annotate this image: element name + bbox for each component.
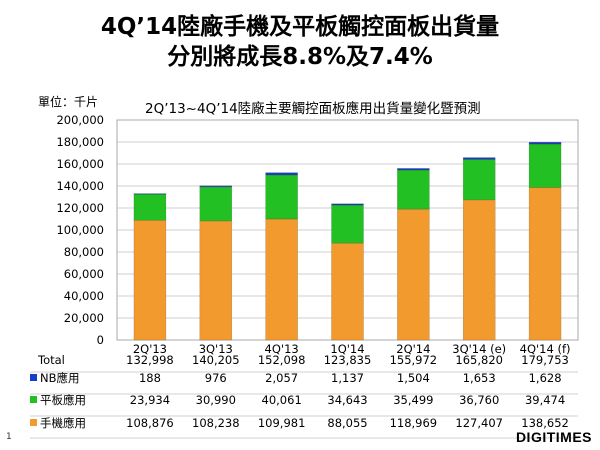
x-tick-label: 4Q'14 (f) bbox=[520, 342, 571, 356]
bar-segment-nb bbox=[265, 172, 298, 176]
table-row-nb-cell: 2,057 bbox=[265, 371, 298, 385]
table-row-nb-cell: 1,628 bbox=[529, 371, 562, 385]
y-tick-label: 200,000 bbox=[56, 113, 104, 127]
bar-segment-nb bbox=[331, 203, 364, 206]
x-tick-label: 2Q'13 bbox=[133, 342, 167, 356]
table-row-tablet-cell: 40,061 bbox=[262, 393, 302, 407]
chart-title: 2Q’13~4Q’14陸廠主要觸控面板應用出貨量變化暨預測 bbox=[145, 101, 481, 117]
bar-segment-phone bbox=[265, 218, 298, 341]
table-row-tablet-cell: 36,760 bbox=[459, 393, 499, 407]
bar-segment-nb bbox=[397, 168, 430, 171]
x-tick-label: 4Q'13 bbox=[265, 342, 299, 356]
bar-segment-phone bbox=[528, 187, 562, 341]
legend-label: NB應用 bbox=[40, 371, 80, 385]
slide-title-line1: 4Q’14陸廠手機及平板觸控面板出貨量 bbox=[100, 14, 500, 40]
y-tick-label: 20,000 bbox=[64, 311, 104, 325]
table-cell-total: 123,835 bbox=[324, 353, 372, 367]
table-row-tablet-cell: 30,990 bbox=[196, 393, 236, 407]
table-row-nb-cell: 188 bbox=[139, 371, 161, 385]
legend-label: 手機應用 bbox=[40, 416, 86, 430]
table-row-nb-cell: 1,653 bbox=[463, 371, 496, 385]
y-tick-label: 160,000 bbox=[56, 157, 104, 171]
table-row-phone-cell: 108,238 bbox=[192, 416, 240, 430]
table-row-tablet-cell: 35,499 bbox=[393, 393, 433, 407]
bar-segment-phone bbox=[462, 199, 496, 341]
legend-swatch bbox=[30, 396, 37, 403]
table-row-nb-cell: 1,137 bbox=[331, 371, 364, 385]
bar-segment-phone bbox=[397, 208, 430, 341]
bar-segment-tablet bbox=[397, 169, 430, 210]
bar-segment-nb bbox=[462, 157, 496, 160]
y-tick-label: 60,000 bbox=[64, 267, 104, 281]
table-row-label-total: Total bbox=[37, 353, 65, 367]
table-row-phone-cell: 127,407 bbox=[455, 416, 503, 430]
legend-label: 平板應用 bbox=[40, 393, 86, 407]
table-row-nb-cell: 976 bbox=[205, 371, 227, 385]
bar-segment-nb bbox=[133, 193, 167, 195]
x-tick-label: 1Q'14 bbox=[330, 342, 364, 356]
bar-segment-tablet bbox=[265, 174, 298, 220]
bar-segment-tablet bbox=[331, 204, 364, 244]
x-tick-label: 3Q'14 (e) bbox=[452, 342, 506, 356]
y-tick-label: 0 bbox=[97, 333, 104, 347]
table-row-tablet-cell: 39,474 bbox=[525, 393, 565, 407]
table-row-phone-cell: 138,652 bbox=[521, 416, 569, 430]
bar-segment-nb bbox=[199, 185, 233, 188]
bar-segment-tablet bbox=[462, 159, 496, 201]
table-row-tablet-cell: 34,643 bbox=[327, 393, 367, 407]
bar-segment-nb bbox=[528, 142, 562, 145]
slide-title-line2: 分別將成長8.8%及7.4% bbox=[167, 44, 433, 70]
y-tick-label: 100,000 bbox=[56, 223, 104, 237]
table-cell-total: 155,972 bbox=[390, 353, 438, 367]
y-tick-label: 140,000 bbox=[56, 179, 104, 193]
table-cell-total: 165,820 bbox=[455, 353, 503, 367]
table-row-phone-cell: 109,981 bbox=[258, 416, 306, 430]
bar-segment-tablet bbox=[133, 193, 167, 221]
bar-segment-phone bbox=[331, 242, 364, 341]
bar-segment-tablet bbox=[199, 186, 233, 222]
x-tick-label: 3Q'13 bbox=[199, 342, 233, 356]
legend-swatch bbox=[30, 374, 37, 381]
table-row-phone-cell: 108,876 bbox=[126, 416, 174, 430]
legend-swatch bbox=[30, 419, 37, 426]
table-row-tablet-cell: 23,934 bbox=[130, 393, 170, 407]
y-tick-label: 180,000 bbox=[56, 135, 104, 149]
table-row-phone-cell: 88,055 bbox=[327, 416, 367, 430]
table-row-phone-cell: 118,969 bbox=[390, 416, 438, 430]
y-tick-label: 40,000 bbox=[64, 289, 104, 303]
x-tick-label: 2Q'14 bbox=[396, 342, 430, 356]
table-row-nb-cell: 1,504 bbox=[397, 371, 430, 385]
table-cell-total: 140,205 bbox=[192, 353, 240, 367]
table-cell-total: 152,098 bbox=[258, 353, 306, 367]
page-number: 1 bbox=[6, 432, 12, 442]
y-tick-label: 80,000 bbox=[64, 245, 104, 259]
unit-label: 單位：千片 bbox=[38, 95, 99, 109]
bar-segment-phone bbox=[199, 220, 233, 341]
digitimes-logo: DIGITIMES bbox=[515, 429, 592, 445]
table-cell-total: 132,998 bbox=[126, 353, 174, 367]
y-tick-label: 120,000 bbox=[56, 201, 104, 215]
bar-segment-phone bbox=[133, 219, 167, 341]
table-cell-total: 179,753 bbox=[521, 353, 569, 367]
bar-segment-tablet bbox=[528, 143, 562, 188]
